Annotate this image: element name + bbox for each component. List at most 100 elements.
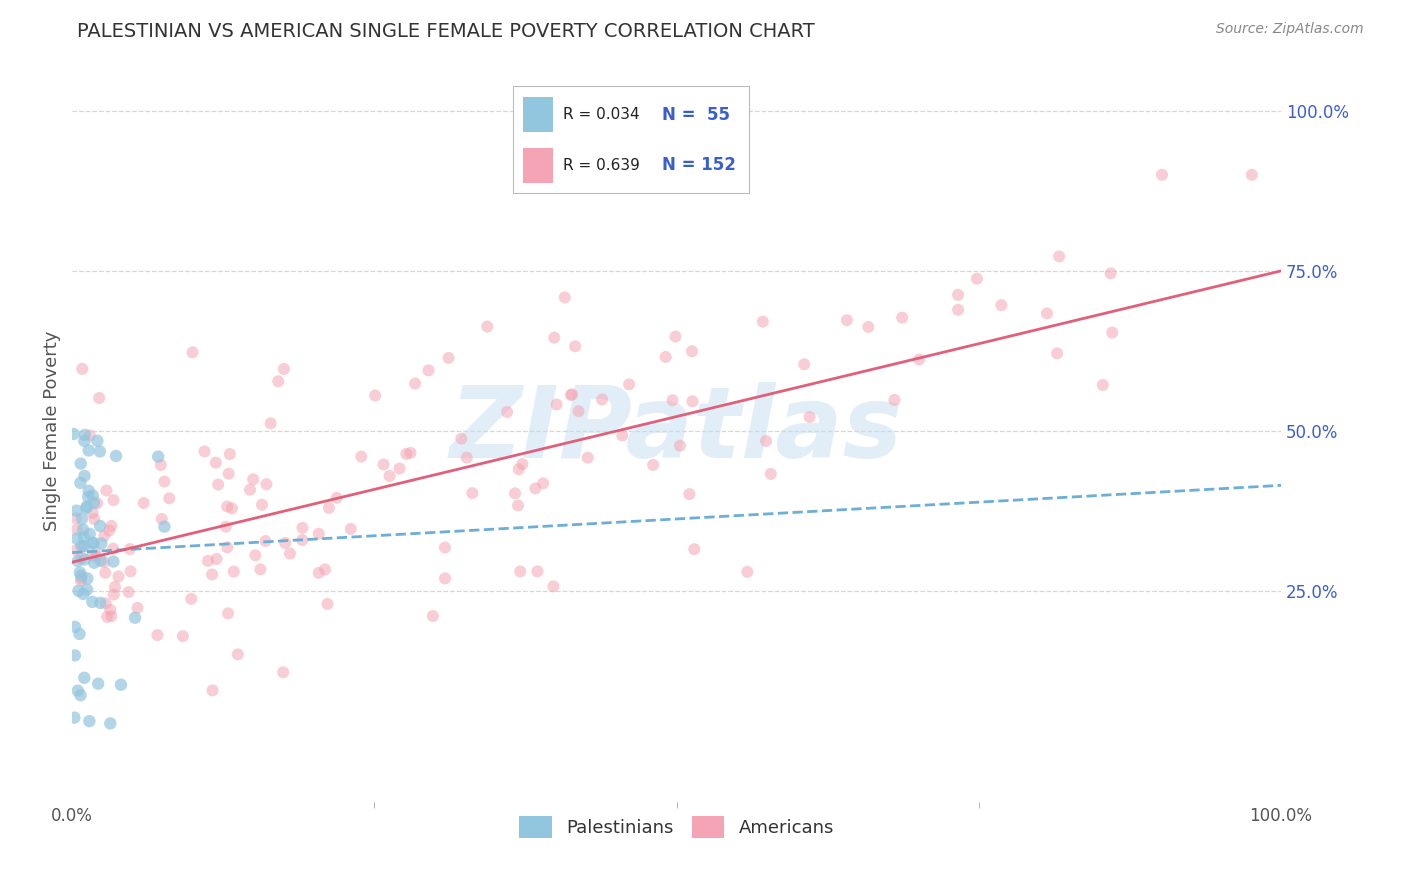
Point [512,457,534,471]
Point [70,568,93,582]
Point [858,320,880,334]
Point [683,542,706,557]
Point [617,377,640,392]
Point [314,562,336,576]
Point [1046,346,1069,360]
Point [239,483,262,497]
Point [73,428,96,442]
Point [966,271,988,285]
Point [378,469,401,483]
Point [339,522,361,536]
Point [1240,168,1263,182]
Point [308,526,330,541]
Point [66,683,89,698]
Point [654,350,676,364]
Point [69,688,91,702]
Point [89,596,111,610]
Point [271,665,294,680]
Point [93,529,115,543]
Point [103,493,125,508]
Point [204,456,226,470]
Point [678,487,700,501]
Point [278,547,301,561]
Point [94,596,117,610]
Point [531,476,554,491]
Point [524,482,547,496]
Point [98,524,121,538]
Point [205,552,228,566]
Point [66,523,89,537]
Point [96,483,118,498]
Point [98,603,121,617]
Point [576,450,599,465]
Point [509,565,531,579]
Point [76,500,98,514]
Point [63,648,86,663]
Point [77,443,100,458]
Point [249,562,271,576]
Point [506,499,529,513]
Point [153,519,176,533]
Point [83,536,105,550]
Point [117,585,139,599]
Point [245,549,267,563]
Point [591,392,613,407]
Point [70,572,93,586]
Point [222,565,245,579]
Text: Source: ZipAtlas.com: Source: ZipAtlas.com [1216,22,1364,37]
Point [103,555,125,569]
Point [84,549,107,564]
Point [217,541,239,555]
Point [681,394,703,409]
Point [259,417,281,431]
Point [291,533,314,547]
Point [110,678,132,692]
Point [73,530,96,544]
Point [201,567,224,582]
Point [799,410,821,425]
Point [891,310,914,325]
Point [477,319,499,334]
Point [82,506,104,520]
Point [67,583,90,598]
Point [1099,266,1122,280]
Point [273,362,295,376]
Point [254,534,277,549]
Point [65,504,87,518]
Point [325,491,347,505]
Point [242,472,264,486]
Point [120,565,142,579]
Point [77,483,100,498]
Point [70,539,93,553]
Point [404,376,426,391]
Point [127,601,149,615]
Point [395,447,418,461]
Point [90,553,112,567]
Legend: Palestinians, Americans: Palestinians, Americans [512,809,841,846]
Point [388,461,411,475]
Point [86,496,108,510]
Y-axis label: Single Female Poverty: Single Female Poverty [44,331,60,531]
Point [73,552,96,566]
Point [84,544,107,558]
Point [63,711,86,725]
Point [72,362,94,376]
Point [681,344,703,359]
Point [65,511,87,525]
Point [217,500,239,514]
Point [434,571,457,585]
Point [77,490,100,504]
Point [373,458,395,472]
Point [83,512,105,526]
Point [100,519,122,533]
Point [76,572,98,586]
Point [350,450,373,464]
Point [567,404,589,418]
Point [267,374,290,388]
Point [70,511,93,525]
Point [226,648,249,662]
Point [560,388,582,402]
Point [101,541,124,556]
Point [73,469,96,483]
Point [132,496,155,510]
